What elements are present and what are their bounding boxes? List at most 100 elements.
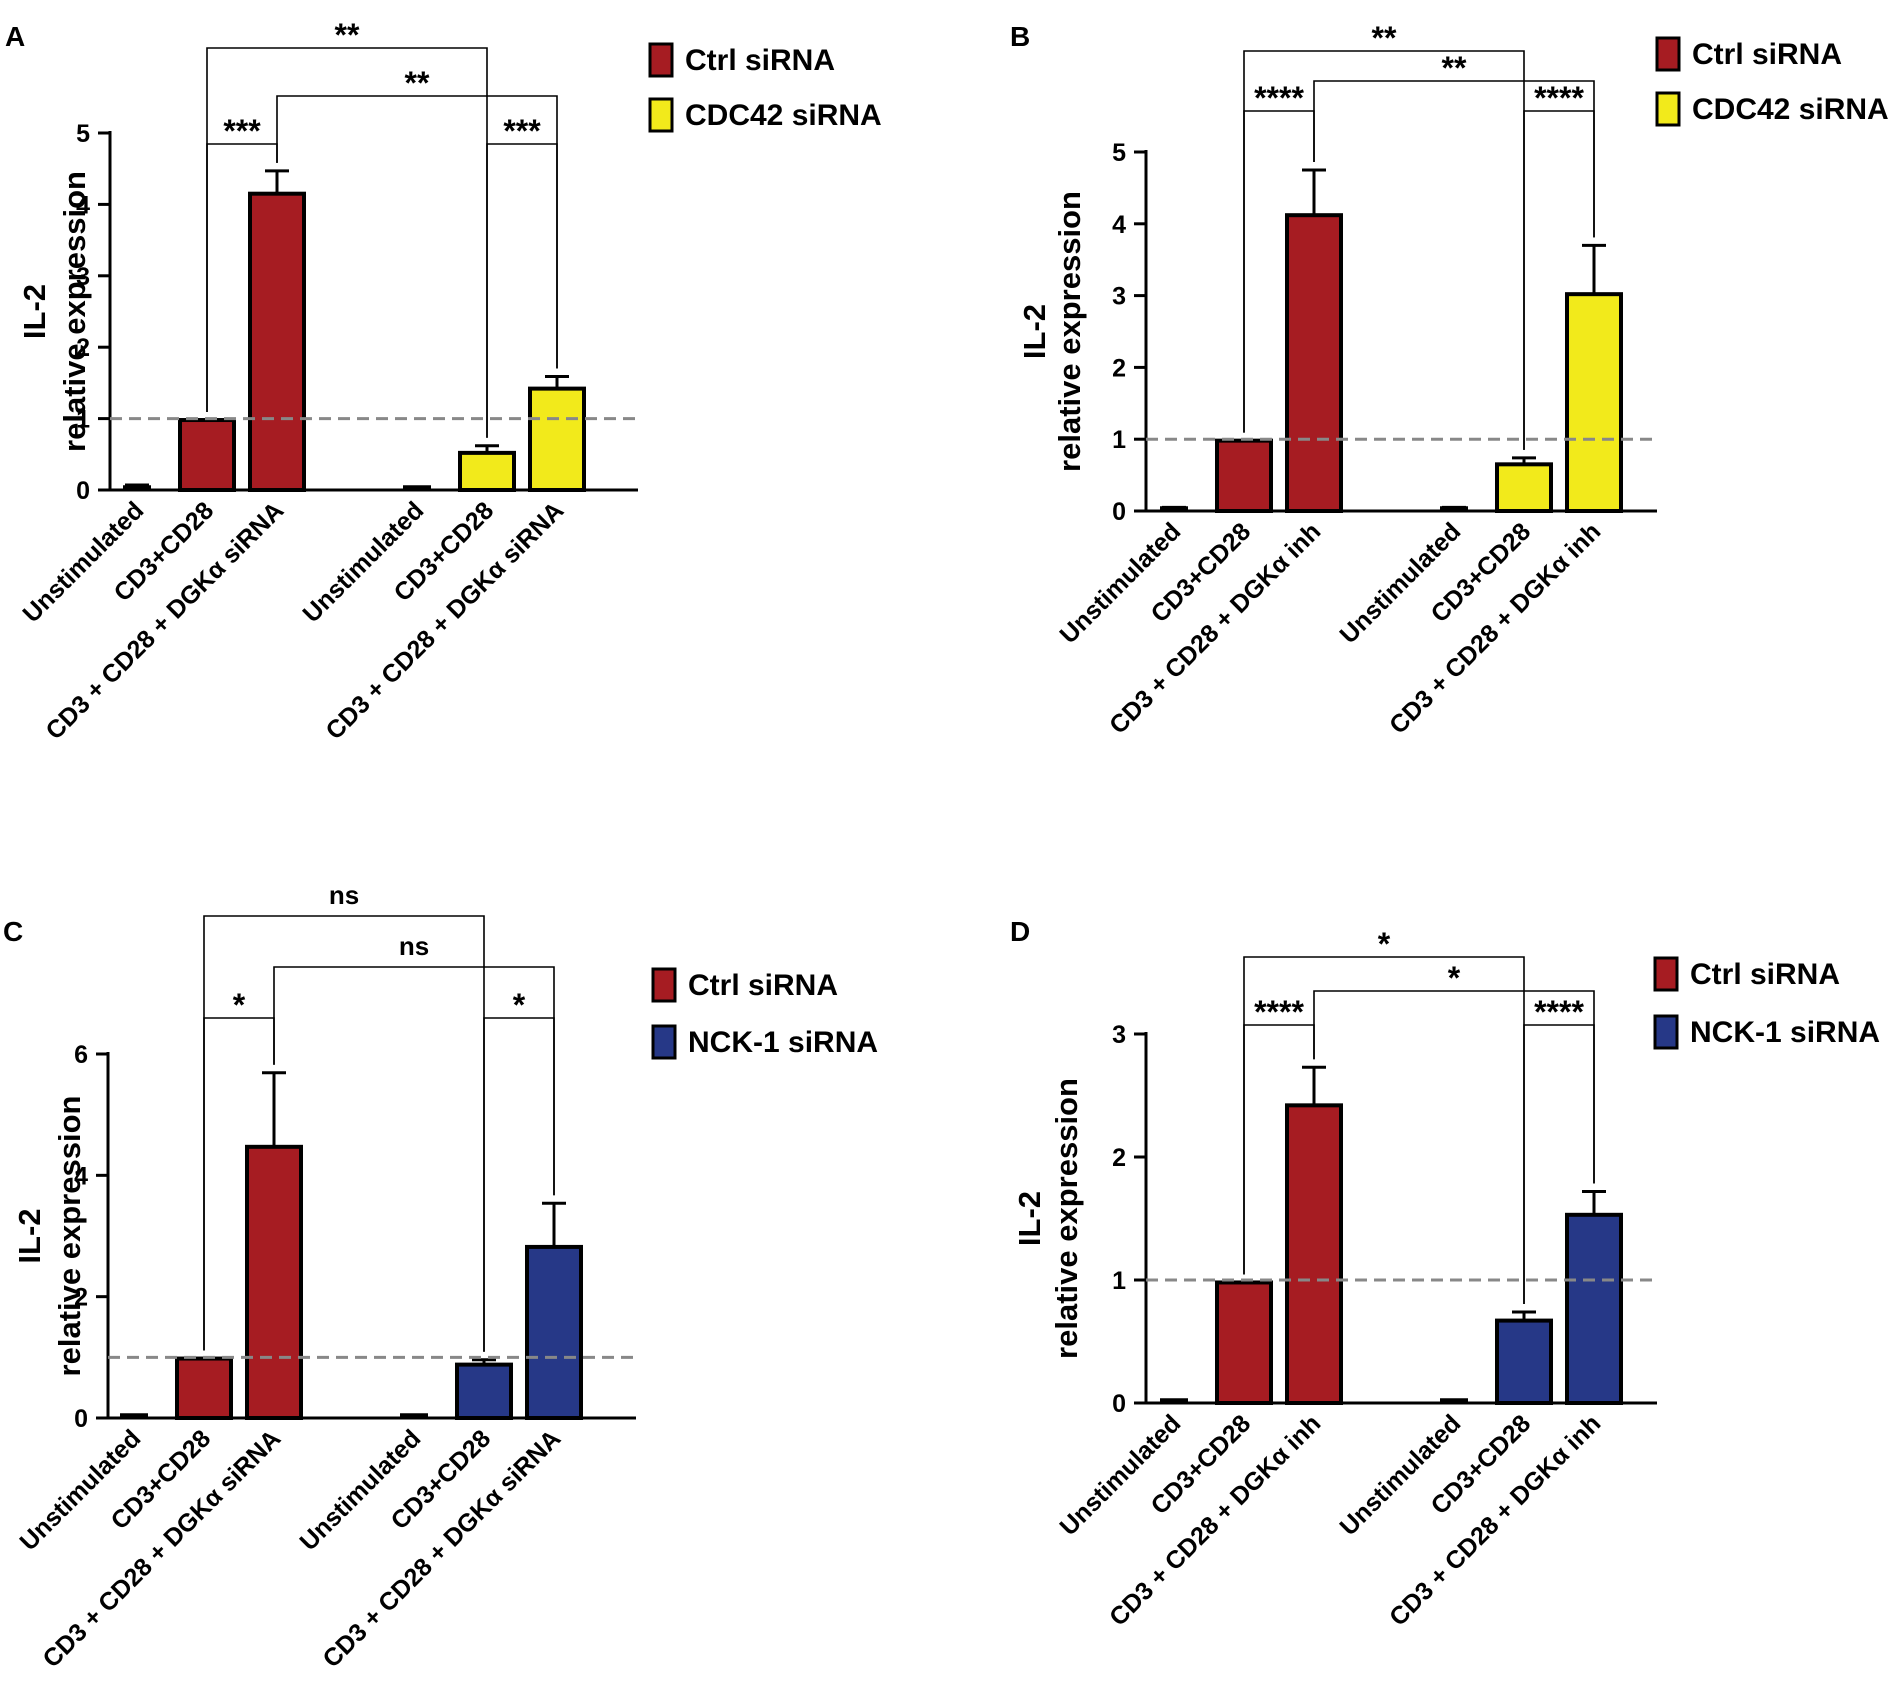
y-axis-label: IL-2 xyxy=(1012,1191,1047,1246)
y-tick-label: 3 xyxy=(1112,1021,1126,1049)
panel-d: D IL-2 relative expression 0 1 2 3 Unstimulated… xyxy=(1010,916,1880,1632)
y-axis-label: relative expression xyxy=(1049,1078,1084,1359)
significance-label: ns xyxy=(329,880,359,910)
y-tick-label: 2 xyxy=(74,1284,88,1312)
panel-letter: A xyxy=(5,21,25,52)
x-category-label: Unstimulated xyxy=(1334,517,1466,649)
legend-label: NCK-1 siRNA xyxy=(1690,1016,1880,1049)
significance-label: **** xyxy=(1254,80,1304,116)
significance-label: *** xyxy=(223,113,261,149)
x-category-label: Unstimulated xyxy=(294,1424,426,1556)
bar xyxy=(1285,213,1343,514)
significance-bracket xyxy=(206,143,278,413)
y-tick-label: 4 xyxy=(76,191,90,219)
significance-label: ns xyxy=(399,931,429,961)
y-tick-label: 0 xyxy=(1112,498,1126,526)
y-tick-label: 1 xyxy=(1112,1267,1126,1295)
bar xyxy=(458,450,516,493)
bar xyxy=(248,191,306,492)
legend-swatch xyxy=(1653,1014,1679,1050)
bar xyxy=(1285,1103,1343,1405)
y-axis-label: relative expression xyxy=(57,171,92,452)
significance-label: ** xyxy=(1442,50,1467,86)
significance-label: ** xyxy=(1372,20,1397,56)
significance-label: **** xyxy=(1534,994,1584,1030)
significance-bracket xyxy=(1523,1024,1595,1304)
y-axis-label: IL-2 xyxy=(12,1208,47,1263)
significance-label: * xyxy=(1448,960,1461,996)
y-tick-label: 0 xyxy=(74,1405,88,1433)
legend-label: Ctrl siRNA xyxy=(1692,38,1842,71)
y-tick-label: 4 xyxy=(74,1162,88,1190)
significance-label: **** xyxy=(1254,994,1304,1030)
significance-label: ** xyxy=(335,17,360,53)
legend-swatch xyxy=(648,97,674,133)
significance-label: * xyxy=(1378,926,1391,962)
panel-c: C IL-2 relative expression 0 2 4 6 Unstimulated… xyxy=(3,880,878,1673)
y-tick-label: 4 xyxy=(1112,211,1126,239)
legend-label: Ctrl siRNA xyxy=(688,969,838,1002)
legend-label: Ctrl siRNA xyxy=(685,44,835,77)
y-tick-label: 3 xyxy=(1112,283,1126,311)
significance-label: * xyxy=(233,987,246,1023)
x-category-label: Unstimulated xyxy=(14,1424,146,1556)
y-axis-label: relative expression xyxy=(1052,191,1087,472)
panel-letter: D xyxy=(1010,916,1030,947)
bar xyxy=(1215,1280,1273,1405)
legend-swatch xyxy=(1655,91,1681,127)
x-category-label: Unstimulated xyxy=(1334,1409,1466,1541)
bar xyxy=(245,1144,303,1420)
x-category-label: Unstimulated xyxy=(1054,517,1186,649)
legend-swatch xyxy=(1655,36,1681,72)
bar xyxy=(1215,438,1273,513)
y-tick-label: 1 xyxy=(1112,426,1126,454)
significance-label: * xyxy=(513,987,526,1023)
bar xyxy=(1565,1212,1623,1406)
significance-bracket xyxy=(203,1017,275,1351)
legend-label: Ctrl siRNA xyxy=(1690,958,1840,991)
significance-label: ** xyxy=(405,65,430,101)
y-tick-label: 5 xyxy=(76,120,90,148)
y-tick-label: 2 xyxy=(1112,354,1126,382)
panel-b: B IL-2 relative expression 0 1 2 3 4 5 Unstimulat… xyxy=(1010,20,1889,740)
legend-swatch xyxy=(1653,956,1679,992)
bar xyxy=(455,1362,513,1420)
x-category-label: Unstimulated xyxy=(17,496,149,628)
significance-bracket xyxy=(1243,1024,1315,1275)
y-tick-label: 2 xyxy=(1112,1144,1126,1172)
panel-letter: B xyxy=(1010,21,1030,52)
significance-bracket xyxy=(486,143,558,438)
x-category-label: Unstimulated xyxy=(1054,1409,1186,1541)
y-axis-label: relative expression xyxy=(52,1096,87,1377)
significance-label: **** xyxy=(1534,80,1584,116)
bar xyxy=(528,386,586,492)
y-tick-label: 5 xyxy=(1112,139,1126,167)
legend-label: CDC42 siRNA xyxy=(1692,93,1889,126)
panel-a: A IL-2 relative expression 0 1 2 3 4 5 Unstimulat… xyxy=(5,17,882,745)
bar xyxy=(525,1244,583,1421)
y-tick-label: 0 xyxy=(76,477,90,505)
legend-swatch xyxy=(651,1024,677,1060)
bar xyxy=(178,418,236,493)
significance-bracket xyxy=(483,1017,555,1352)
bar xyxy=(1495,1318,1553,1405)
panel-letter: C xyxy=(3,916,23,947)
y-axis-label: IL-2 xyxy=(1017,304,1052,359)
y-tick-label: 6 xyxy=(74,1041,88,1069)
legend-label: NCK-1 siRNA xyxy=(688,1026,878,1059)
legend-swatch xyxy=(648,42,674,78)
significance-label: *** xyxy=(503,113,541,149)
y-tick-label: 0 xyxy=(1112,1390,1126,1418)
legend-label: CDC42 siRNA xyxy=(685,99,882,132)
significance-bracket xyxy=(1523,110,1595,450)
bar xyxy=(175,1356,233,1420)
x-category-label: Unstimulated xyxy=(297,496,429,628)
y-tick-label: 3 xyxy=(76,263,90,291)
y-tick-label: 1 xyxy=(76,406,90,434)
y-axis-label: IL-2 xyxy=(17,284,52,339)
bar xyxy=(1495,462,1553,513)
y-tick-label: 2 xyxy=(76,334,90,362)
bar xyxy=(1565,292,1623,513)
legend-swatch xyxy=(651,967,677,1003)
